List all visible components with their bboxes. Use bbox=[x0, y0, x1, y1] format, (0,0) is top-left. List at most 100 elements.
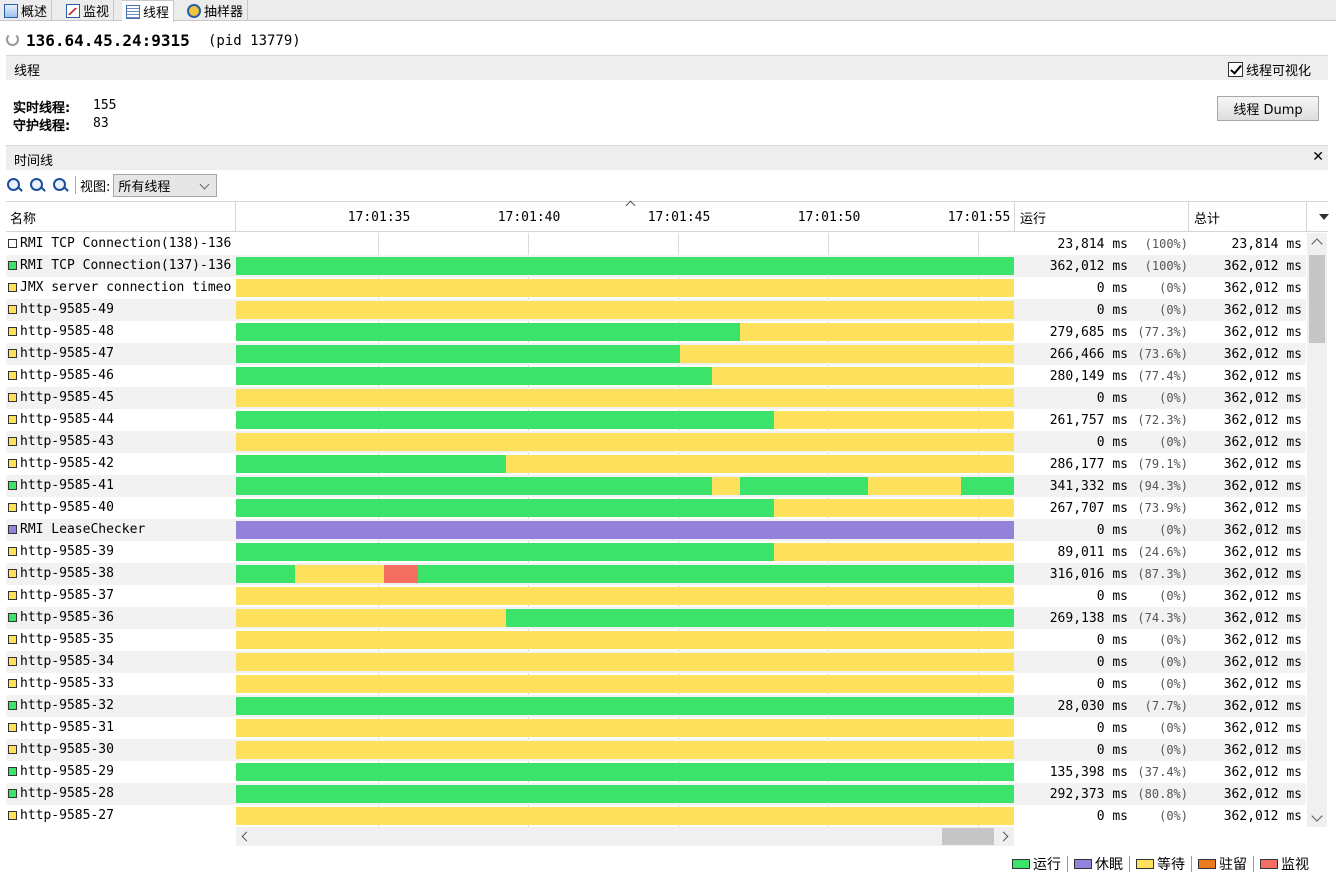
tab-threads[interactable]: 线程 bbox=[122, 0, 175, 22]
running-time-cell: 261,757 ms bbox=[1049, 413, 1128, 428]
running-percent-cell: (0%) bbox=[1159, 435, 1188, 449]
thread-state-icon bbox=[8, 635, 17, 644]
thread-name: http-9585-48 bbox=[20, 324, 114, 339]
visualize-threads-checkbox[interactable]: 线程可视化 bbox=[1228, 60, 1311, 79]
table-row[interactable]: http-9585-29 135,398 ms (37.4%) 362,012 ms bbox=[6, 761, 1306, 783]
timeline-segment-waiting bbox=[236, 389, 1014, 407]
table-row[interactable]: http-9585-27 0 ms (0%) 362,012 ms bbox=[6, 805, 1306, 827]
scroll-down-icon[interactable] bbox=[1311, 810, 1323, 822]
table-row[interactable]: http-9585-43 0 ms (0%) 362,012 ms bbox=[6, 431, 1306, 453]
table-row[interactable]: http-9585-36 269,138 ms (74.3%) 362,012 ms bbox=[6, 607, 1306, 629]
scroll-right-icon[interactable] bbox=[998, 831, 1009, 842]
thread-timeline-lane bbox=[236, 675, 1014, 693]
thread-state-icon bbox=[8, 767, 17, 776]
table-row[interactable]: http-9585-42 286,177 ms (79.1%) 362,012 ms bbox=[6, 453, 1306, 475]
running-time-cell: 341,332 ms bbox=[1049, 479, 1128, 494]
table-row[interactable]: RMI TCP Connection(138)-136 23,814 ms (100… bbox=[6, 233, 1306, 255]
thread-state-icon bbox=[8, 327, 17, 336]
thread-name-cell: http-9585-34 bbox=[8, 654, 235, 669]
horizontal-scrollbar[interactable] bbox=[236, 827, 1014, 846]
running-time-cell: 0 ms bbox=[1096, 677, 1128, 692]
thread-name-cell: http-9585-41 bbox=[8, 478, 235, 493]
running-time-cell: 280,149 ms bbox=[1049, 369, 1128, 384]
live-threads-value: 155 bbox=[93, 98, 117, 113]
tab-label: 监视 bbox=[83, 5, 110, 20]
table-row[interactable]: JMX server connection timeo 0 ms (0%) 362,0… bbox=[6, 277, 1306, 299]
table-row[interactable]: http-9585-48 279,685 ms (77.3%) 362,012 ms bbox=[6, 321, 1306, 343]
table-row[interactable]: http-9585-39 89,011 ms (24.6%) 362,012 ms bbox=[6, 541, 1306, 563]
thread-state-icon bbox=[8, 481, 17, 490]
state-legend: 运行 休眠 等待 驻留 监视 bbox=[1012, 854, 1315, 874]
thread-timeline-lane bbox=[236, 543, 1014, 561]
table-row[interactable]: http-9585-37 0 ms (0%) 362,012 ms bbox=[6, 585, 1306, 607]
table-row[interactable]: http-9585-28 292,373 ms (80.8%) 362,012 ms bbox=[6, 783, 1306, 805]
scroll-up-icon[interactable] bbox=[1311, 238, 1323, 250]
close-icon[interactable]: ✕ bbox=[1312, 149, 1324, 165]
table-row[interactable]: http-9585-41 341,332 ms (94.3%) 362,012 ms bbox=[6, 475, 1306, 497]
timeline-segment-running bbox=[236, 543, 774, 561]
thread-name-cell: http-9585-29 bbox=[8, 764, 235, 779]
vertical-scrollbar[interactable] bbox=[1307, 233, 1327, 827]
thread-timeline-lane bbox=[236, 257, 1014, 275]
table-row[interactable]: http-9585-32 28,030 ms (7.7%) 362,012 ms bbox=[6, 695, 1306, 717]
tab-monitor[interactable]: 监视 bbox=[62, 0, 115, 21]
timeline-segment-waiting bbox=[236, 609, 506, 627]
zoom-fit-icon[interactable] bbox=[52, 177, 69, 194]
thread-state-icon bbox=[8, 525, 17, 534]
running-percent-cell: (73.6%) bbox=[1137, 347, 1188, 361]
timeline-section-header: 时间线 ✕ bbox=[6, 145, 1328, 170]
thread-name-cell: http-9585-28 bbox=[8, 786, 235, 801]
running-time-cell: 269,138 ms bbox=[1049, 611, 1128, 626]
scroll-left-icon[interactable] bbox=[241, 831, 252, 842]
thread-name-cell: http-9585-45 bbox=[8, 390, 235, 405]
zoom-in-icon[interactable] bbox=[6, 177, 23, 194]
tab-overview[interactable]: 概述 bbox=[0, 0, 53, 21]
tab-sampler[interactable]: 抽样器 bbox=[183, 0, 249, 21]
table-row[interactable]: http-9585-44 261,757 ms (72.3%) 362,012 ms bbox=[6, 409, 1306, 431]
table-row[interactable]: http-9585-33 0 ms (0%) 362,012 ms bbox=[6, 673, 1306, 695]
tab-label: 线程 bbox=[143, 6, 170, 21]
table-row[interactable]: http-9585-34 0 ms (0%) 362,012 ms bbox=[6, 651, 1306, 673]
timeline-segment-waiting bbox=[712, 367, 1014, 385]
loading-spinner-icon bbox=[6, 33, 19, 46]
threads-section-title: 线程 bbox=[14, 64, 41, 79]
column-menu-icon[interactable] bbox=[1319, 214, 1329, 220]
table-row[interactable]: http-9585-45 0 ms (0%) 362,012 ms bbox=[6, 387, 1306, 409]
thread-dump-button[interactable]: 线程 Dump bbox=[1217, 96, 1319, 121]
table-row[interactable]: http-9585-46 280,149 ms (77.4%) 362,012 ms bbox=[6, 365, 1306, 387]
total-time-cell: 362,012 ms bbox=[1223, 743, 1302, 758]
column-header-total[interactable]: 总计 bbox=[1194, 212, 1221, 227]
total-time-cell: 362,012 ms bbox=[1223, 633, 1302, 648]
table-row[interactable]: RMI TCP Connection(137)-136 362,012 ms (10… bbox=[6, 255, 1306, 277]
scrollbar-thumb[interactable] bbox=[942, 828, 994, 845]
running-time-cell: 279,685 ms bbox=[1049, 325, 1128, 340]
table-row[interactable]: http-9585-35 0 ms (0%) 362,012 ms bbox=[6, 629, 1306, 651]
thread-timeline-lane bbox=[236, 323, 1014, 341]
time-tick-label: 17:01:40 bbox=[497, 210, 561, 225]
live-threads-label: 实时线程: bbox=[13, 101, 71, 116]
sort-ascending-icon[interactable] bbox=[625, 200, 636, 211]
table-row[interactable]: http-9585-49 0 ms (0%) 362,012 ms bbox=[6, 299, 1306, 321]
view-select[interactable]: 所有线程 bbox=[113, 173, 218, 197]
table-row[interactable]: http-9585-47 266,466 ms (73.6%) 362,012 ms bbox=[6, 343, 1306, 365]
thread-timeline-lane bbox=[236, 565, 1014, 583]
thread-timeline-lane bbox=[236, 719, 1014, 737]
table-row[interactable]: http-9585-30 0 ms (0%) 362,012 ms bbox=[6, 739, 1306, 761]
thread-name: http-9585-33 bbox=[20, 676, 114, 691]
column-header-name[interactable]: 名称 bbox=[10, 212, 37, 227]
thread-name: http-9585-27 bbox=[20, 808, 114, 823]
running-percent-cell: (80.8%) bbox=[1137, 787, 1188, 801]
table-row[interactable]: http-9585-38 316,016 ms (87.3%) 362,012 ms bbox=[6, 563, 1306, 585]
table-row[interactable]: http-9585-40 267,707 ms (73.9%) 362,012 ms bbox=[6, 497, 1306, 519]
column-header-running[interactable]: 运行 bbox=[1020, 212, 1047, 227]
running-percent-cell: (0%) bbox=[1159, 633, 1188, 647]
timeline-segment-waiting bbox=[236, 807, 1014, 825]
timeline-segment-running bbox=[236, 763, 1014, 781]
thread-state-icon bbox=[8, 239, 17, 248]
checkbox-checked-icon[interactable] bbox=[1228, 62, 1243, 77]
thread-timeline-lane bbox=[236, 411, 1014, 429]
table-row[interactable]: RMI LeaseChecker 0 ms (0%) 362,012 ms bbox=[6, 519, 1306, 541]
scrollbar-thumb[interactable] bbox=[1309, 255, 1325, 343]
zoom-out-icon[interactable] bbox=[29, 177, 46, 194]
table-row[interactable]: http-9585-31 0 ms (0%) 362,012 ms bbox=[6, 717, 1306, 739]
